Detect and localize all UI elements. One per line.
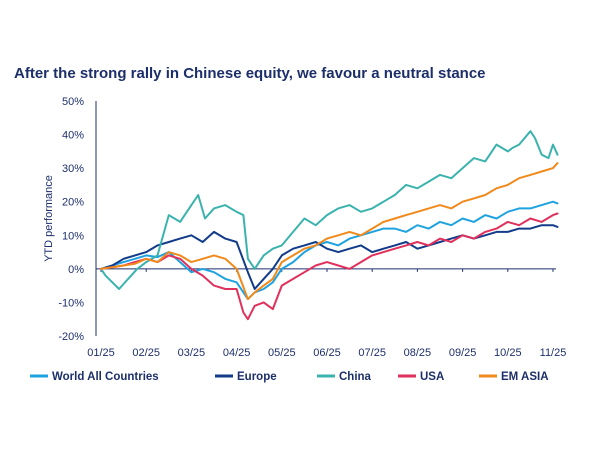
- legend-label-europe: Europe: [237, 371, 277, 383]
- y-tick-label: 20%: [62, 197, 84, 209]
- x-tick-label: 07/25: [358, 347, 386, 359]
- y-tick-label: 0%: [68, 264, 84, 276]
- y-tick-label: 50%: [62, 96, 84, 108]
- series-line-europe: [100, 224, 559, 290]
- series-line-em-asia: [100, 162, 559, 301]
- legend-label-world-all-countries: World All Countries: [52, 371, 159, 383]
- x-tick-label: 04/25: [223, 347, 251, 359]
- legend-label-usa: USA: [420, 371, 444, 383]
- x-axis-ticks: 01/25 02/25 03/25 04/25 05/25 06/25 07/25 08/25…: [87, 268, 567, 359]
- y-tick-label: 40%: [62, 130, 84, 142]
- x-tick-label: 02/25: [132, 347, 160, 359]
- x-tick-label: 08/25: [404, 347, 432, 359]
- y-tick-label: -10%: [58, 297, 84, 309]
- legend: World All Countries Europe China USA EM ASIA: [30, 371, 549, 383]
- x-tick-label: 01/25: [87, 347, 115, 359]
- series-line-usa: [100, 212, 559, 321]
- series-lines: [100, 130, 559, 321]
- x-tick-label: 06/25: [313, 347, 341, 359]
- legend-label-china: China: [339, 371, 372, 383]
- x-tick-label: 11/25: [540, 347, 567, 359]
- x-tick-label: 05/25: [268, 347, 296, 359]
- y-axis-label: YTD performance: [43, 175, 55, 262]
- y-tick-label: 10%: [62, 230, 84, 242]
- series-line-world-all-countries: [100, 200, 559, 301]
- legend-label-em-asia: EM ASIA: [501, 371, 549, 383]
- y-axis-ticks: -20% -10% 0% 10% 20% 30% 40% 50%: [58, 96, 84, 343]
- y-tick-label: 30%: [62, 163, 84, 175]
- y-tick-label: -20%: [58, 331, 84, 343]
- chart-axes: YTD performance: [43, 101, 556, 336]
- chart-title: After the strong rally in Chinese equity…: [14, 65, 486, 82]
- x-tick-label: 09/25: [449, 347, 477, 359]
- x-tick-label: 10/25: [494, 347, 522, 359]
- series-line-china: [100, 130, 559, 290]
- x-tick-label: 03/25: [178, 347, 206, 359]
